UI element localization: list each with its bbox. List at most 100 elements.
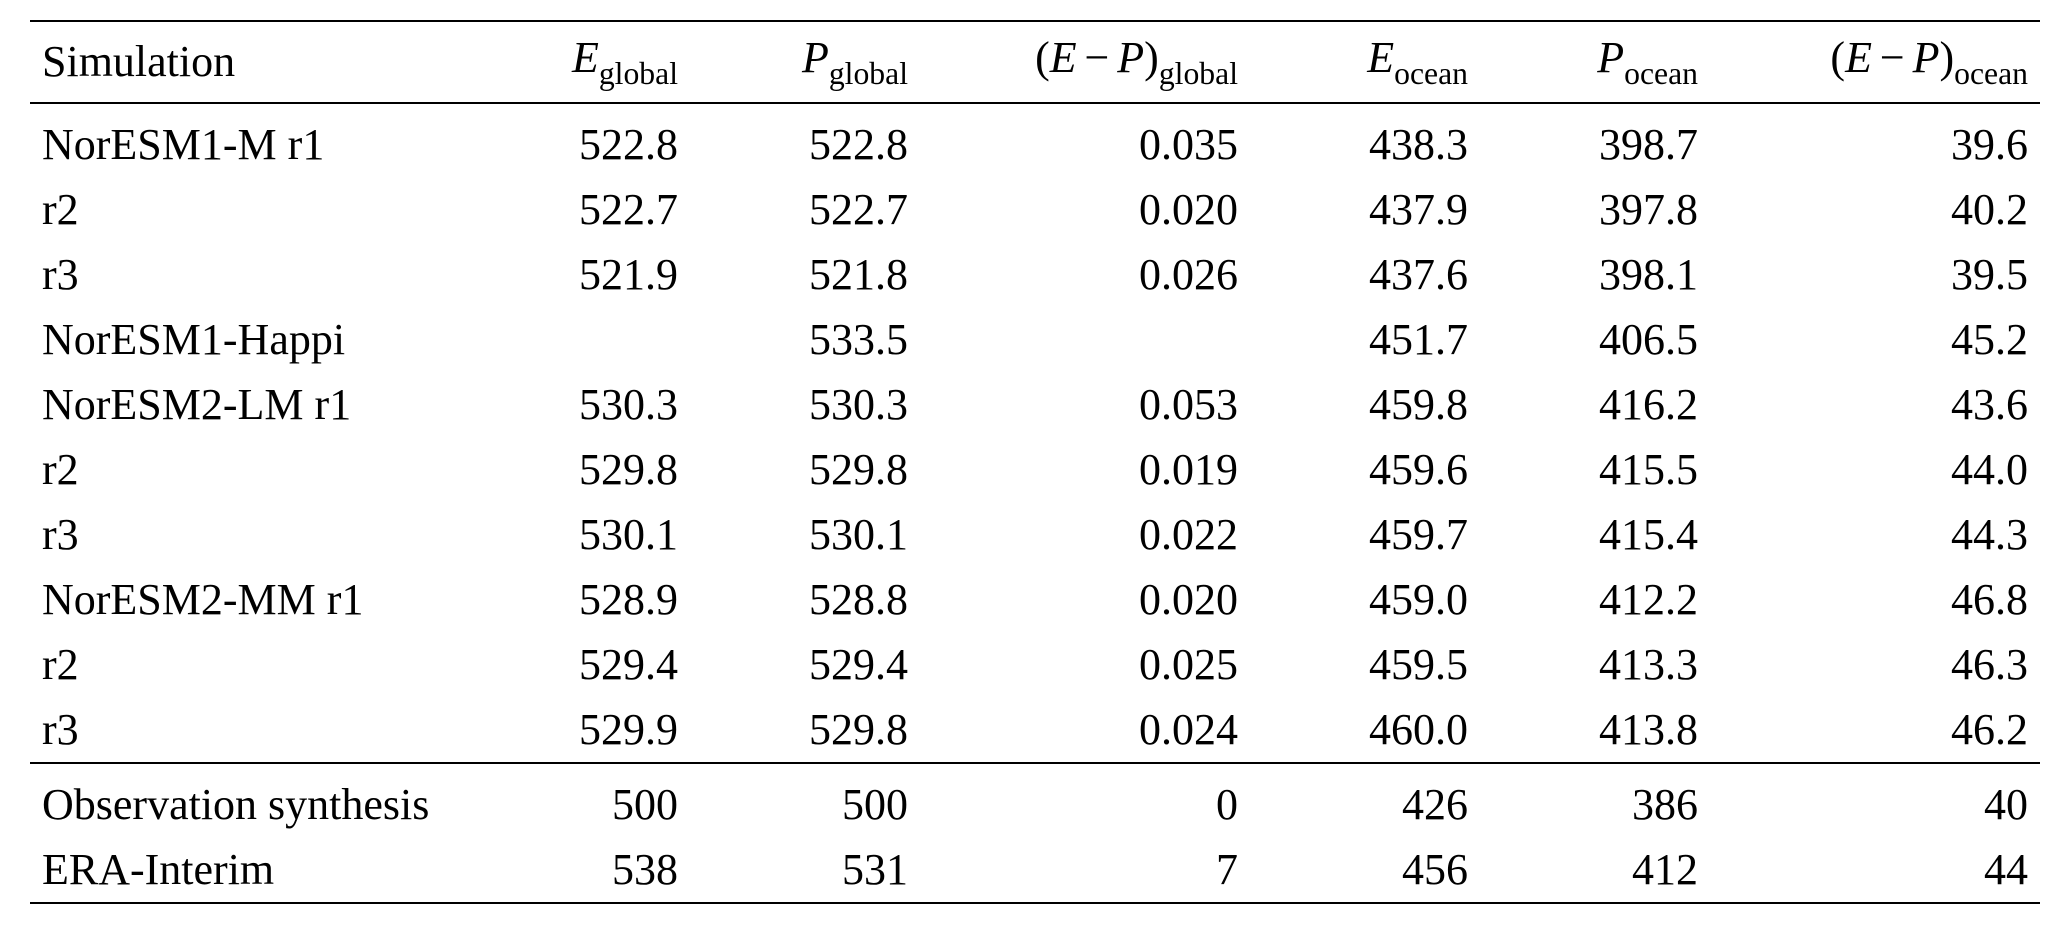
cell-ep_global: 0.035: [920, 103, 1250, 177]
cell-p_ocean: 415.5: [1480, 437, 1710, 502]
table-row: Observation synthesis500500042638640: [30, 763, 2040, 837]
table-row: NorESM1-Happi 533.5 451.7406.545.2: [30, 307, 2040, 372]
cell-e_ocean: 426: [1250, 763, 1480, 837]
cell-p_ocean: 397.8: [1480, 177, 1710, 242]
table-row: r2529.4529.40.025459.5413.346.3: [30, 632, 2040, 697]
cell-sim: r3: [30, 697, 460, 763]
cell-p_global: 500: [690, 763, 920, 837]
cell-p_ocean: 406.5: [1480, 307, 1710, 372]
cell-ep_ocean: 46.3: [1710, 632, 2040, 697]
cell-ep_global: 0.053: [920, 372, 1250, 437]
cell-p_global: 522.7: [690, 177, 920, 242]
cell-e_ocean: 459.5: [1250, 632, 1480, 697]
cell-sim: r2: [30, 177, 460, 242]
cell-p_ocean: 412: [1480, 837, 1710, 903]
cell-ep_ocean: 44.3: [1710, 502, 2040, 567]
cell-sim: NorESM2-MM r1: [30, 567, 460, 632]
cell-ep_ocean: 39.5: [1710, 242, 2040, 307]
cell-ep_global: 0.020: [920, 177, 1250, 242]
cell-e_ocean: 459.8: [1250, 372, 1480, 437]
column-header-ep_global: (E−P)global: [920, 21, 1250, 103]
cell-p_global: 529.8: [690, 697, 920, 763]
column-header-e_ocean: Eocean: [1250, 21, 1480, 103]
cell-p_ocean: 413.3: [1480, 632, 1710, 697]
cell-p_global: 531: [690, 837, 920, 903]
cell-ep_global: 0.024: [920, 697, 1250, 763]
column-header-sim: Simulation: [30, 21, 460, 103]
table-row: NorESM1-M r1522.8522.80.035438.3398.739.…: [30, 103, 2040, 177]
cell-p_ocean: 386: [1480, 763, 1710, 837]
cell-ep_ocean: 46.2: [1710, 697, 2040, 763]
table-row: NorESM2-LM r1530.3530.30.053459.8416.243…: [30, 372, 2040, 437]
cell-ep_ocean: 43.6: [1710, 372, 2040, 437]
cell-p_global: 533.5: [690, 307, 920, 372]
cell-p_global: 530.3: [690, 372, 920, 437]
cell-ep_global: 0: [920, 763, 1250, 837]
cell-e_global: 521.9: [460, 242, 690, 307]
cell-e_ocean: 459.0: [1250, 567, 1480, 632]
cell-e_global: 530.1: [460, 502, 690, 567]
cell-e_global: [460, 307, 690, 372]
cell-p_ocean: 415.4: [1480, 502, 1710, 567]
cell-e_global: 528.9: [460, 567, 690, 632]
column-header-p_ocean: Pocean: [1480, 21, 1710, 103]
cell-p_global: 530.1: [690, 502, 920, 567]
cell-p_global: 529.4: [690, 632, 920, 697]
cell-sim: r2: [30, 632, 460, 697]
cell-e_ocean: 456: [1250, 837, 1480, 903]
cell-ep_global: 0.019: [920, 437, 1250, 502]
cell-ep_global: 0.020: [920, 567, 1250, 632]
cell-sim: r3: [30, 502, 460, 567]
cell-e_global: 529.8: [460, 437, 690, 502]
cell-e_ocean: 437.9: [1250, 177, 1480, 242]
cell-p_ocean: 416.2: [1480, 372, 1710, 437]
column-header-ep_ocean: (E−P)ocean: [1710, 21, 2040, 103]
cell-ep_ocean: 45.2: [1710, 307, 2040, 372]
cell-e_ocean: 451.7: [1250, 307, 1480, 372]
cell-ep_ocean: 39.6: [1710, 103, 2040, 177]
column-header-e_global: Eglobal: [460, 21, 690, 103]
table-row: r3521.9521.80.026437.6398.139.5: [30, 242, 2040, 307]
cell-e_ocean: 437.6: [1250, 242, 1480, 307]
cell-ep_global: 0.026: [920, 242, 1250, 307]
cell-ep_ocean: 44.0: [1710, 437, 2040, 502]
cell-ep_global: 0.025: [920, 632, 1250, 697]
table-row: r2522.7522.70.020437.9397.840.2: [30, 177, 2040, 242]
table-row: r2529.8529.80.019459.6415.544.0: [30, 437, 2040, 502]
cell-e_global: 500: [460, 763, 690, 837]
cell-ep_ocean: 40.2: [1710, 177, 2040, 242]
cell-p_ocean: 412.2: [1480, 567, 1710, 632]
cell-sim: r2: [30, 437, 460, 502]
cell-ep_global: 0.022: [920, 502, 1250, 567]
cell-p_ocean: 398.7: [1480, 103, 1710, 177]
cell-ep_ocean: 46.8: [1710, 567, 2040, 632]
cell-e_ocean: 438.3: [1250, 103, 1480, 177]
cell-ep_global: 7: [920, 837, 1250, 903]
cell-e_global: 529.9: [460, 697, 690, 763]
cell-e_global: 522.8: [460, 103, 690, 177]
cell-e_ocean: 460.0: [1250, 697, 1480, 763]
cell-ep_ocean: 40: [1710, 763, 2040, 837]
table-row: r3529.9529.80.024460.0413.846.2: [30, 697, 2040, 763]
cell-sim: NorESM1-Happi: [30, 307, 460, 372]
cell-e_ocean: 459.7: [1250, 502, 1480, 567]
cell-sim: NorESM2-LM r1: [30, 372, 460, 437]
cell-p_ocean: 413.8: [1480, 697, 1710, 763]
cell-e_global: 522.7: [460, 177, 690, 242]
cell-sim: NorESM1-M r1: [30, 103, 460, 177]
cell-p_global: 522.8: [690, 103, 920, 177]
column-header-p_global: Pglobal: [690, 21, 920, 103]
cell-p_global: 529.8: [690, 437, 920, 502]
table-row: r3530.1530.10.022459.7415.444.3: [30, 502, 2040, 567]
col-label: Simulation: [42, 37, 235, 86]
table-row: NorESM2-MM r1528.9528.80.020459.0412.246…: [30, 567, 2040, 632]
simulation-table: Simulation EglobalPglobal(E−P)globalEocea…: [30, 20, 2040, 904]
cell-p_global: 521.8: [690, 242, 920, 307]
cell-e_global: 538: [460, 837, 690, 903]
cell-p_ocean: 398.1: [1480, 242, 1710, 307]
cell-ep_global: [920, 307, 1250, 372]
cell-e_global: 530.3: [460, 372, 690, 437]
cell-sim: ERA-Interim: [30, 837, 460, 903]
table-row: ERA-Interim538531745641244: [30, 837, 2040, 903]
cell-sim: Observation synthesis: [30, 763, 460, 837]
